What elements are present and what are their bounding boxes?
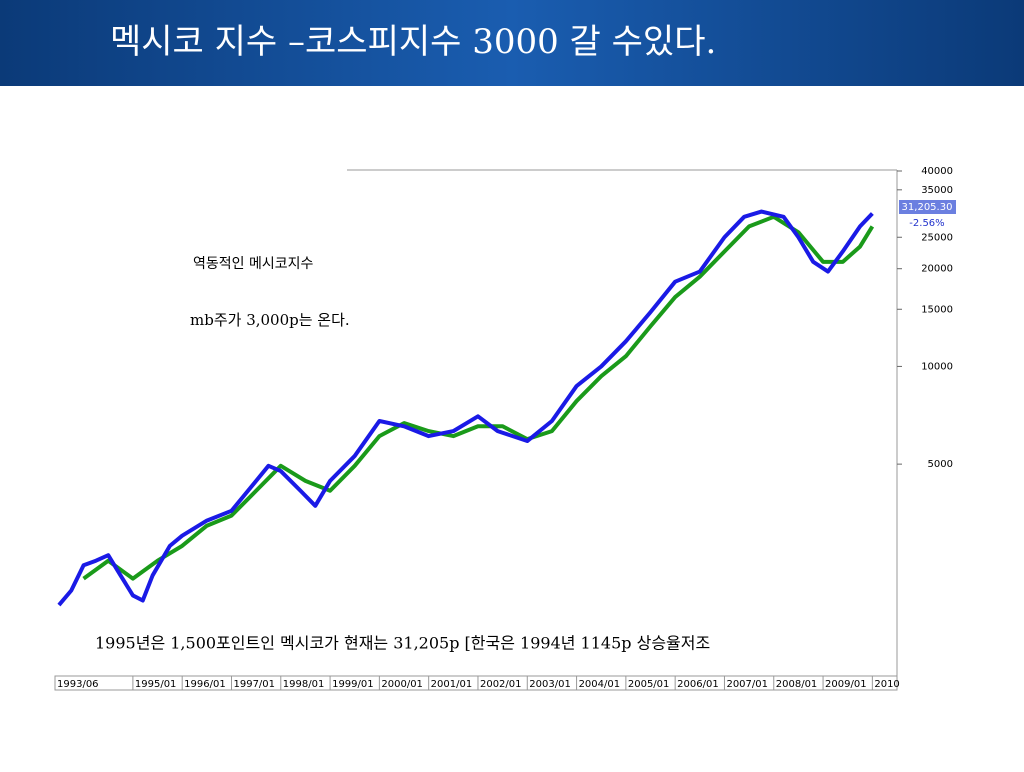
y-tick-label: 40000: [921, 166, 953, 177]
x-tick-label: 1993/06: [57, 679, 99, 690]
x-tick-label: 2000/01: [381, 679, 423, 690]
annotation: 역동적인 메시코지수: [193, 256, 313, 272]
x-tick-label: 1996/01: [184, 679, 226, 690]
y-tick-label: 15000: [921, 304, 953, 315]
y-tick-label: 10000: [921, 361, 953, 372]
annotation: mb주가 3,000p는 온다.: [190, 311, 350, 329]
x-tick-label: 2004/01: [579, 679, 621, 690]
x-tick-label: 2002/01: [480, 679, 522, 690]
x-tick-label: 1997/01: [233, 679, 275, 690]
series-line: [57, 209, 874, 607]
x-tick-label: 2005/01: [628, 679, 670, 690]
price-box: [899, 200, 956, 214]
x-tick-label: 2006/01: [677, 679, 719, 690]
y-tick-label: 5000: [928, 459, 953, 470]
x-tick-label: 1998/01: [283, 679, 325, 690]
x-tick-label: 2007/01: [726, 679, 768, 690]
x-tick-label: 1999/01: [332, 679, 374, 690]
x-tick-label: 2001/01: [431, 679, 473, 690]
price-label: 31,205.30: [902, 202, 953, 213]
x-tick-label: 1995/01: [135, 679, 177, 690]
change-label: -2.56%: [909, 218, 944, 229]
x-axis-band: [54, 675, 898, 691]
slide-title: 멕시코 지수 –코스피지수 3000 갈 수있다.: [110, 22, 716, 62]
x-tick-label: 2009/01: [825, 679, 867, 690]
title-bar: [0, 0, 1024, 86]
annotation: 1995년은 1,500포인트인 멕시코가 현재는 31,205p [한국은 1…: [95, 634, 710, 653]
x-tick-label: 2010: [874, 679, 899, 690]
y-tick-label: 20000: [921, 264, 953, 275]
y-tick-label: 25000: [921, 232, 953, 243]
x-tick-label: 2003/01: [529, 679, 571, 690]
x-tick-label: 2008/01: [776, 679, 818, 690]
y-tick-label: 35000: [921, 185, 953, 196]
